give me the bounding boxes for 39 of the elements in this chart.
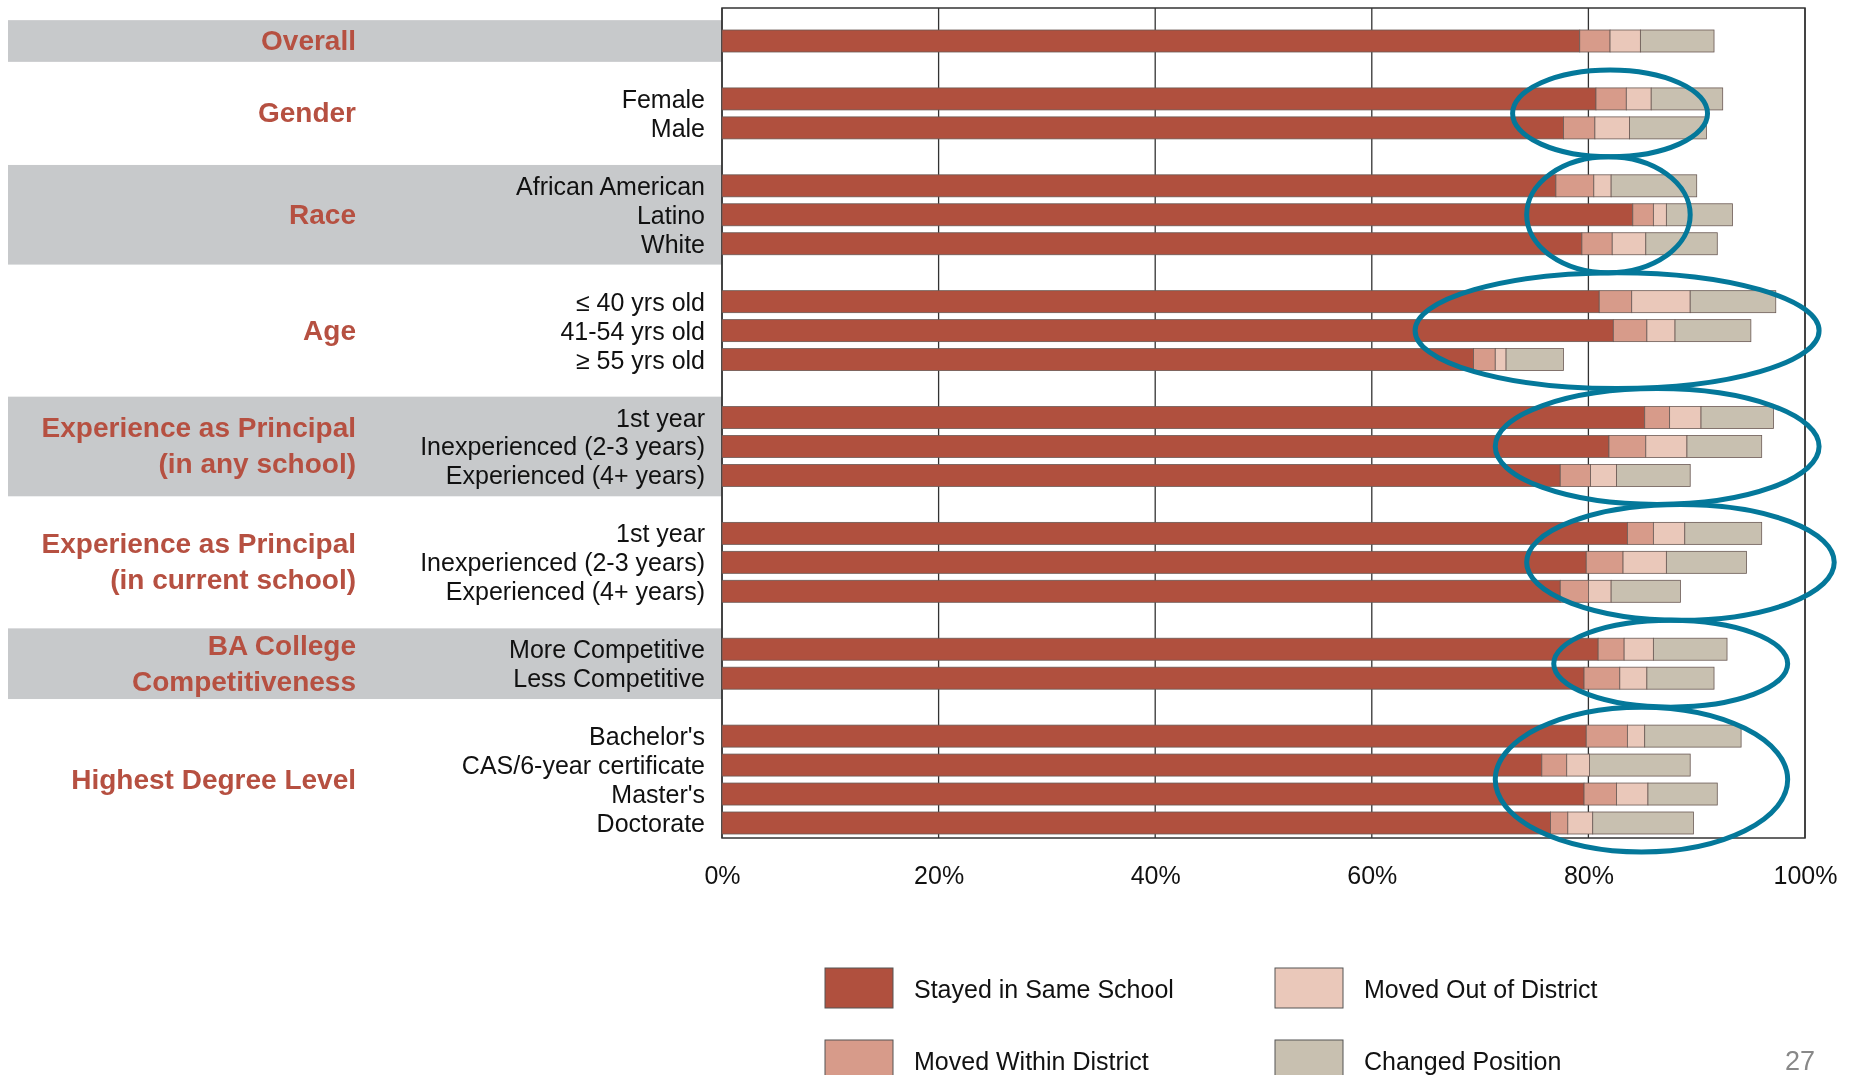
y-tick-label: More Competitive — [509, 635, 705, 664]
y-tick-label: CAS/6-year certificate — [461, 751, 705, 780]
legend-label: Moved Out of District — [1364, 975, 1598, 1003]
y-tick-label: Master's — [611, 780, 705, 809]
y-tick-label: 41-54 yrs old — [560, 316, 705, 345]
legend-label: Stayed in Same School — [914, 975, 1174, 1003]
y-tick-label: African American — [516, 171, 705, 200]
y-tick-label: Inexperienced (2-3 years) — [420, 432, 705, 461]
y-tick-label: 1st year — [616, 519, 705, 548]
y-tick-label: 1st year — [616, 403, 705, 432]
x-tick-label: 80% — [1563, 860, 1614, 889]
x-tick-label: 40% — [1130, 860, 1181, 889]
y-tick-label: Female — [621, 84, 705, 113]
text: Race — [289, 198, 356, 230]
text: Gender — [257, 97, 357, 129]
y-tick-label: ≥ 55 yrs old — [575, 345, 705, 374]
x-tick-label: 100% — [1773, 860, 1838, 889]
y-tick-label: Experienced (4+ years) — [445, 461, 705, 490]
y-tick-label: Male — [650, 113, 705, 142]
text: Experience as Principal (in any school) — [41, 412, 356, 480]
y-tick-label: Bachelor's — [589, 722, 705, 751]
y-tick-label: ≤ 40 yrs old — [575, 287, 705, 316]
x-tick-label: 20% — [914, 860, 965, 889]
y-tick-label: Latino — [636, 200, 705, 229]
text: Overall — [261, 25, 356, 56]
y-tick-label: White — [641, 229, 705, 258]
text: Highest Degree Level — [71, 763, 356, 795]
y-tick-label: Experienced (4+ years) — [445, 577, 705, 606]
y-tick-label: Inexperienced (2-3 years) — [420, 548, 705, 577]
x-tick-label: 0% — [704, 860, 741, 889]
legend-label: Moved Within District — [914, 1047, 1149, 1075]
text: Experience as Principal (in current school) — [41, 528, 356, 596]
y-tick-label: Less Competitive — [513, 664, 705, 693]
legend-label: Changed Position — [1364, 1047, 1562, 1075]
text: Age — [303, 314, 356, 346]
y-tick-label: Doctorate — [596, 809, 705, 837]
x-tick-label: 60% — [1347, 860, 1398, 889]
text: 27 — [1784, 1046, 1815, 1075]
text: BA College Competitiveness — [131, 629, 356, 697]
